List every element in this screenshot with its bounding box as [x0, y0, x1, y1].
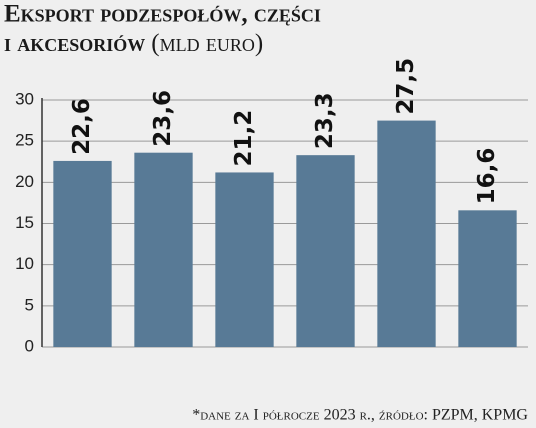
chart-title: i akcesoriów — [4, 30, 145, 57]
value-label: 27,5 — [393, 58, 419, 115]
value-label: 23,6 — [150, 90, 176, 147]
chart-title-line: i akcesoriów (mld euro) — [4, 30, 263, 57]
y-tick-label: 15 — [15, 213, 34, 232]
value-label: 22,6 — [69, 98, 95, 155]
unit-label: (mld euro) — [151, 30, 263, 57]
value-label: 16,6 — [474, 148, 500, 205]
y-tick-label: 5 — [25, 295, 34, 314]
y-tick-label: 0 — [25, 336, 34, 355]
value-label: 21,2 — [231, 110, 257, 167]
value-label: 23,3 — [312, 92, 338, 149]
y-tick-label: 30 — [15, 89, 34, 108]
bar — [134, 152, 193, 347]
y-tick-label: 20 — [15, 172, 34, 191]
bar — [296, 155, 355, 347]
bar — [458, 210, 517, 347]
footnote: *dane za I półrocze 2023 r., źródło: PZP… — [192, 407, 528, 424]
bar — [53, 160, 112, 347]
bar — [215, 172, 274, 347]
bar — [377, 120, 436, 347]
chart-title: Eksport podzespołów, części — [4, 1, 321, 28]
y-tick-label: 25 — [15, 131, 34, 150]
y-tick-label: 10 — [15, 254, 34, 273]
